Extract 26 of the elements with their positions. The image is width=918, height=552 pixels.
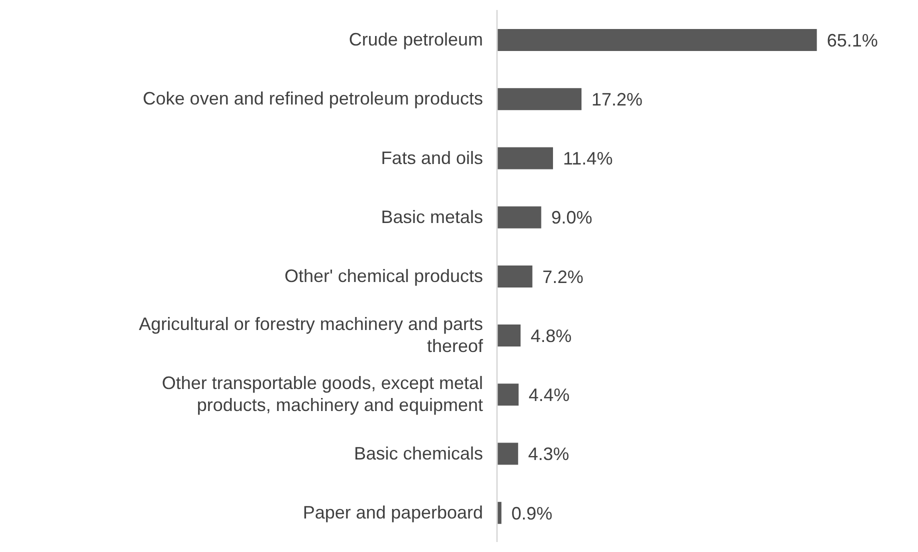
- data-label: 17.2%: [592, 90, 643, 110]
- data-label: 4.8%: [530, 326, 572, 346]
- y-tick-label: Other' chemical products: [284, 266, 483, 286]
- bar: [497, 384, 519, 406]
- bar: [497, 324, 521, 347]
- y-tick-label: Crude petroleum: [348, 30, 483, 50]
- bar: [497, 442, 518, 465]
- bar: [497, 88, 582, 110]
- data-label: 65.1%: [826, 30, 878, 50]
- bar: [497, 147, 554, 170]
- data-label: 7.2%: [542, 266, 584, 287]
- y-tick-label: Fats and oils: [380, 148, 483, 168]
- data-label: 4.4%: [528, 385, 570, 406]
- y-tick-label: Coke oven and refined petroleum products: [142, 88, 483, 109]
- y-tick-label: Basic metals: [380, 206, 483, 227]
- data-label: 4.3%: [528, 444, 570, 464]
- y-tick-label: Basic chemicals: [354, 443, 483, 464]
- data-label: 9.0%: [551, 208, 592, 228]
- y-tick-label: Other transportable goods, except metal products, machinery and equipment: [162, 373, 483, 416]
- data-label: 0.9%: [511, 503, 552, 524]
- bar: [497, 206, 542, 228]
- bar: [497, 29, 817, 51]
- y-tick-label: Agricultural or forestry machinery and parts thereof: [138, 314, 484, 356]
- data-label: 11.4%: [563, 148, 613, 169]
- y-tick-label: Paper and paperboard: [302, 502, 483, 522]
- bar: [497, 265, 532, 288]
